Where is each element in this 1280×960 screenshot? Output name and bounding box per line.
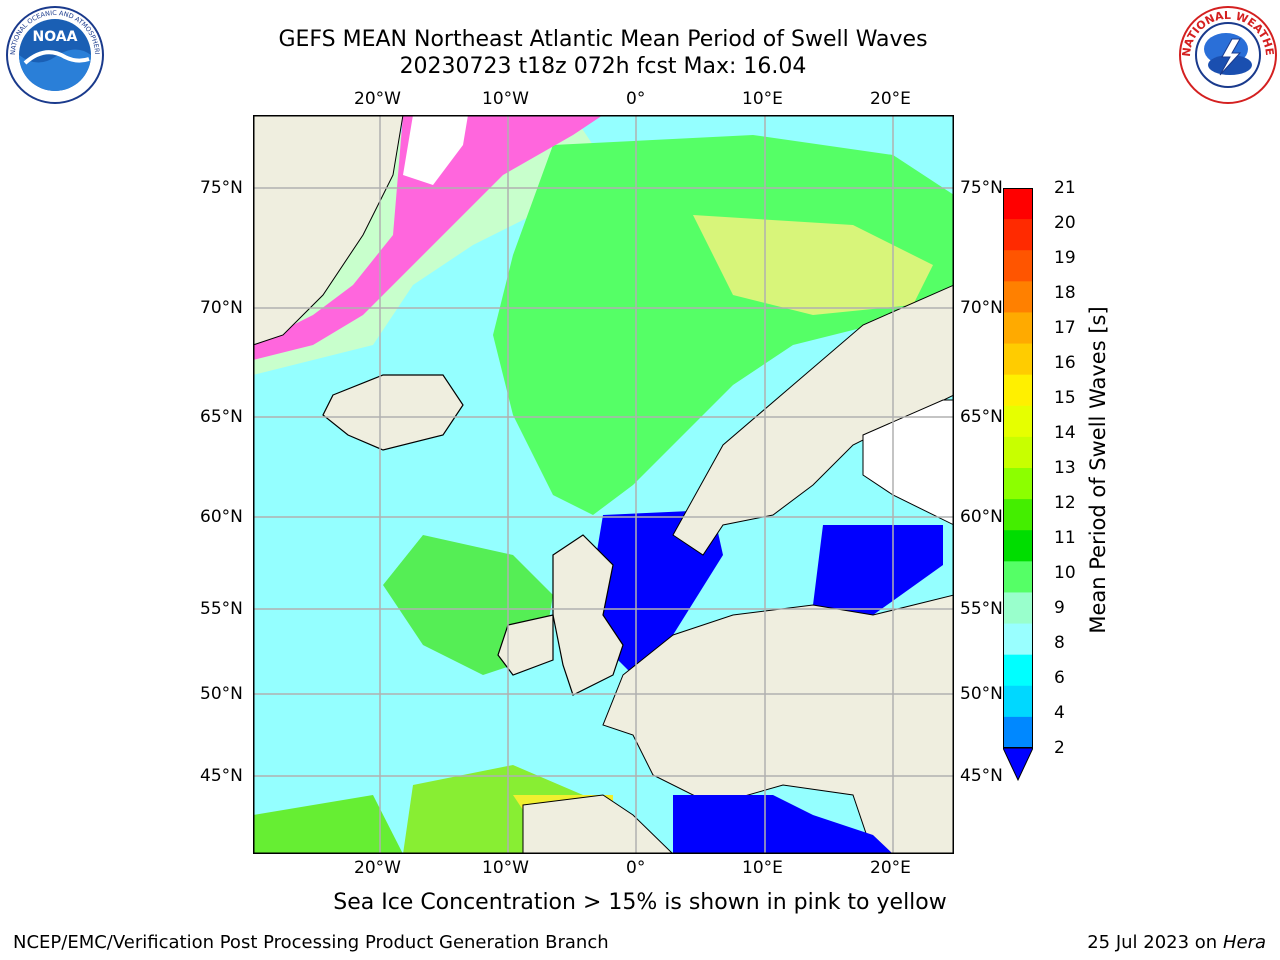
colorbar-block [1003,405,1033,438]
colorbar-block [1003,468,1033,500]
mediterranean-low-period [673,795,893,854]
colorbar [1003,188,1033,748]
colorbar-tick-label: 16 [1054,353,1076,373]
southwest-swell-field [253,795,403,854]
lat-label-right-55n: 55°N [960,599,1003,619]
lat-label-left-50n: 50°N [200,684,243,704]
lat-label-left-45n: 45°N [200,766,243,786]
great-britain [552,534,624,696]
noaa-logo-text: NOAA [33,29,78,45]
colorbar-block [1003,219,1033,251]
graticule [253,115,954,854]
lat-label-right-75n: 75°N [960,178,1003,198]
colorbar-block [1003,561,1033,593]
footer-host: Hera [1222,932,1266,953]
lon-label-top-10w: 10°W [482,89,529,109]
greenland [253,115,404,346]
lon-label-top-20e: 20°E [870,89,911,109]
colorbar-tick-label: 6 [1054,668,1065,688]
continental-europe [602,594,954,854]
colorbar-block [1003,499,1033,531]
colorbar-block [1003,312,1033,345]
colorbar-tick-label: 4 [1054,703,1065,723]
gulf-of-bothnia [862,399,954,526]
colorbar-blocks [1003,188,1033,748]
lon-label-bottom-20e: 20°E [870,858,911,878]
colorbar-tick-label: 19 [1054,248,1076,268]
colorbar-block [1003,716,1033,748]
colorbar-tick-label: 20 [1054,213,1076,233]
colorbar-block [1003,374,1033,407]
colorbar-block [1003,188,1033,220]
colorbar-block [1003,623,1033,656]
lon-label-bottom-20w: 20°W [354,858,401,878]
colorbar-tick-label: 14 [1054,423,1076,443]
ireland [497,614,554,676]
lon-label-top-10e: 10°E [742,89,783,109]
footer-date: 25 Jul 2023 on Hera [1087,932,1266,953]
sea-ice-note: Sea Ice Concentration > 15% is shown in … [333,890,947,915]
colorbar-block [1003,654,1033,687]
colorbar-block [1003,436,1033,469]
colorbar-tick-label: 21 [1054,178,1076,198]
swell-period-map [253,115,954,854]
lon-label-bottom-10e: 10°E [742,858,783,878]
colorbar-block [1003,685,1033,718]
colorbar-tick-label: 9 [1054,598,1065,618]
colorbar-label: Mean Period of Swell Waves [s] [1086,306,1110,634]
lat-label-right-50n: 50°N [960,684,1003,704]
lat-label-left-55n: 55°N [200,599,243,619]
lon-label-bottom-10w: 10°W [482,858,529,878]
ice-interior [403,115,468,185]
colorbar-tick-label: 12 [1054,493,1076,513]
colorbar-tick-label: 18 [1054,283,1076,303]
colorbar-tick-label: 8 [1054,633,1065,653]
colorbar-tick-label: 2 [1054,738,1065,758]
iceland [322,374,464,451]
colorbar-block [1003,530,1033,562]
colorbar-block [1003,281,1033,313]
lat-label-left-75n: 75°N [200,178,243,198]
colorbar-block [1003,250,1033,282]
barents-high-period-field [693,215,933,315]
lat-label-left-70n: 70°N [200,298,243,318]
footer-branch: NCEP/EMC/Verification Post Processing Pr… [13,932,609,953]
colorbar-tick-label: 15 [1054,388,1076,408]
north-sea-low-period [593,510,723,675]
chart-subtitle: 20230723 t18z 072h fcst Max: 16.04 [399,54,807,79]
lat-label-left-60n: 60°N [200,507,243,527]
colorbar-tick-label: 17 [1054,318,1076,338]
footer-date-text: 25 Jul 2023 on [1087,932,1223,953]
chart-title: GEFS MEAN Northeast Atlantic Mean Period… [278,27,928,52]
nws-logo: NATIONAL WEATHER SERVICE [1178,5,1277,104]
baltic-low-period [813,525,943,615]
colorbar-tick-label: 13 [1054,458,1076,478]
colorbar-tick-label: 10 [1054,563,1076,583]
colorbar-block [1003,592,1033,625]
sea-ice-band [253,115,603,360]
colorbar-tick-label: 11 [1054,528,1076,548]
lat-label-right-60n: 60°N [960,507,1003,527]
lon-label-top-20w: 20°W [354,89,401,109]
lat-label-left-65n: 65°N [200,407,243,427]
lat-label-right-65n: 65°N [960,407,1003,427]
map-frame [253,115,954,854]
lat-label-right-70n: 70°N [960,298,1003,318]
lon-label-bottom-0: 0° [626,858,646,878]
lat-label-right-45n: 45°N [960,766,1003,786]
colorbar-extend-arrow [1003,748,1033,782]
colorbar-block [1003,343,1033,376]
lon-label-top-0: 0° [626,89,646,109]
noaa-logo: NOAA NATIONAL OCEANIC AND ATMOSPHERIC AD… [5,5,104,104]
